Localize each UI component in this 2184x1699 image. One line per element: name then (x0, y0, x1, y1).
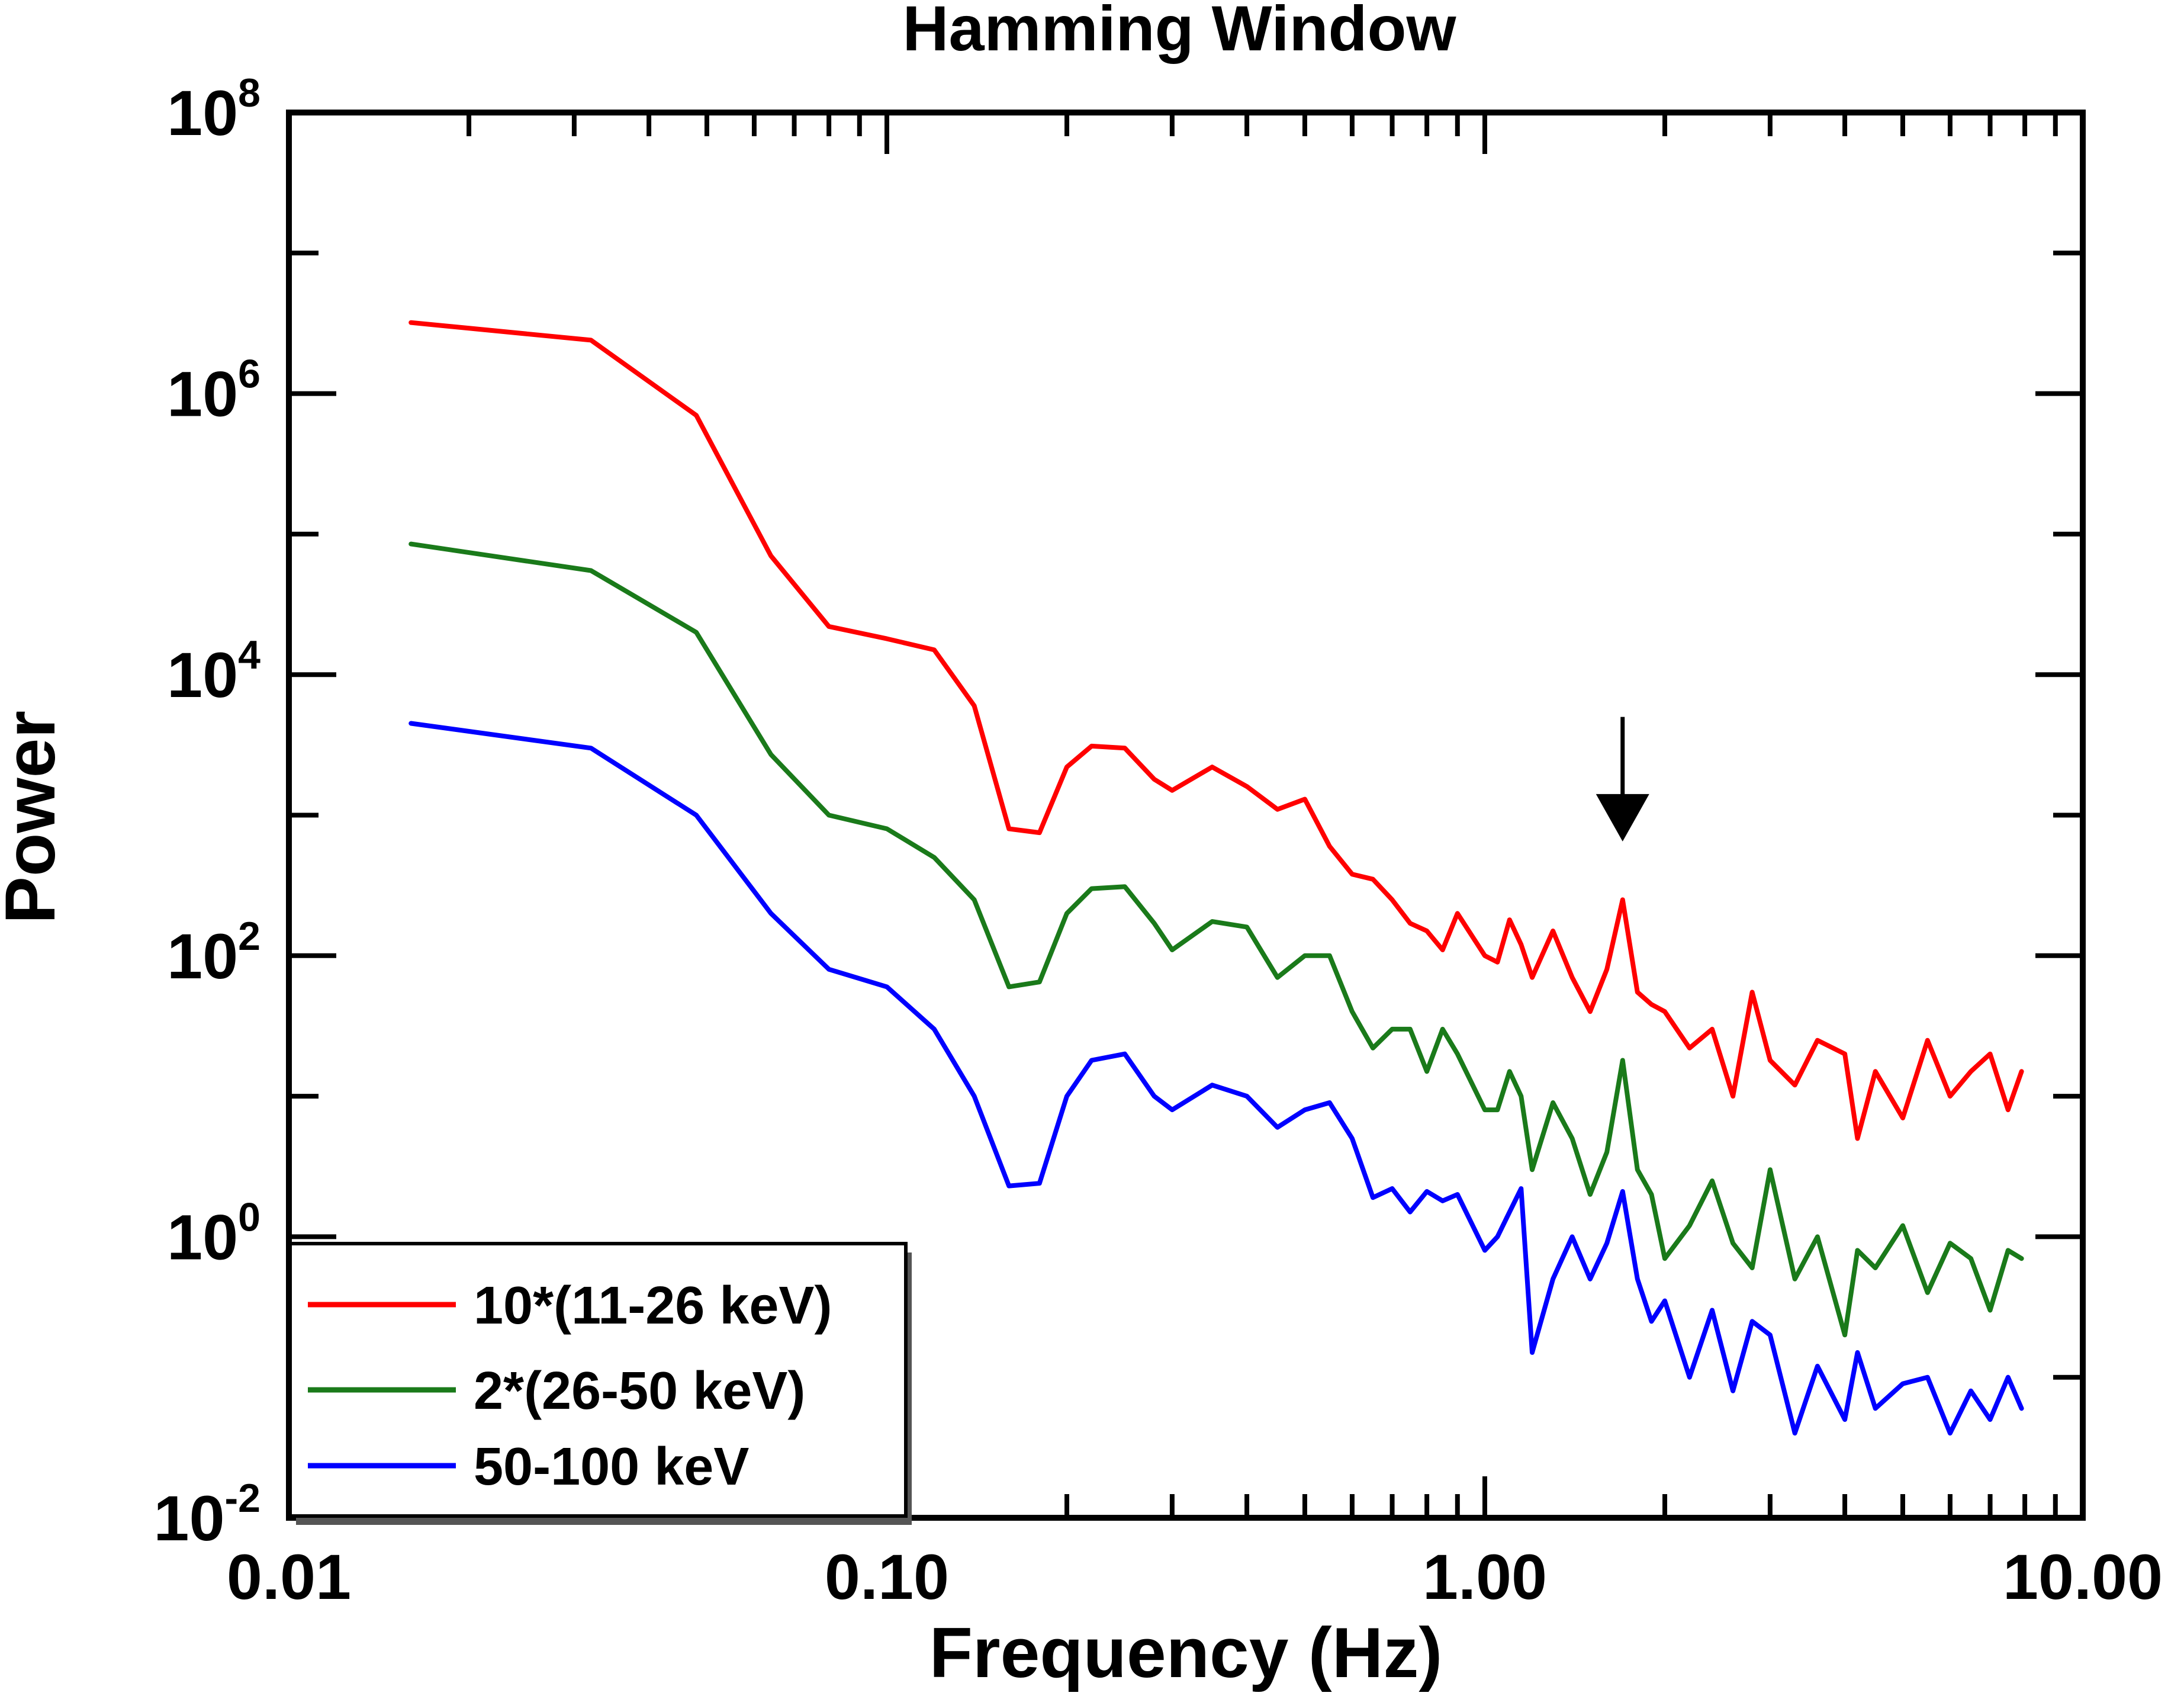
legend-label-2: 50-100 keV (474, 1437, 749, 1496)
x-axis-label: Frequency (Hz) (929, 1613, 1443, 1692)
legend-label-0: 10*(11-26 keV) (474, 1276, 832, 1335)
annotation-arrow-head (1596, 794, 1649, 842)
x-tick-label: 1.00 (1423, 1541, 1547, 1613)
series-line-1 (409, 541, 2024, 1338)
y-tick-label: 102 (167, 914, 260, 992)
y-axis-label: Power (0, 711, 70, 924)
series-line-0 (409, 320, 2024, 1141)
y-tick-label: 10-2 (153, 1476, 260, 1554)
legend: 10*(11-26 keV) 2*(26-50 keV) 50-100 keV (288, 1242, 912, 1525)
annotations (1596, 717, 1649, 842)
plot-frame (286, 110, 2086, 1521)
y-tick-label: 104 (167, 632, 260, 711)
chart-title: Hamming Window (903, 0, 1457, 64)
y-tick-label: 100 (167, 1194, 260, 1273)
y-tick-label: 108 (167, 70, 260, 149)
axis-tick-labels: 0.01 0.10 1.00 10.00 10-2 100 102 104 106 108 (153, 70, 2163, 1613)
x-tick-label: 0.01 (227, 1541, 351, 1613)
y-tick-label: 106 (167, 352, 260, 430)
x-tick-label: 10.00 (2003, 1541, 2163, 1613)
data-series (409, 320, 2024, 1436)
legend-label-1: 2*(26-50 keV) (474, 1361, 805, 1421)
legend-box (288, 1242, 908, 1518)
x-tick-label: 0.10 (825, 1541, 949, 1613)
series-line-2 (409, 721, 2024, 1436)
